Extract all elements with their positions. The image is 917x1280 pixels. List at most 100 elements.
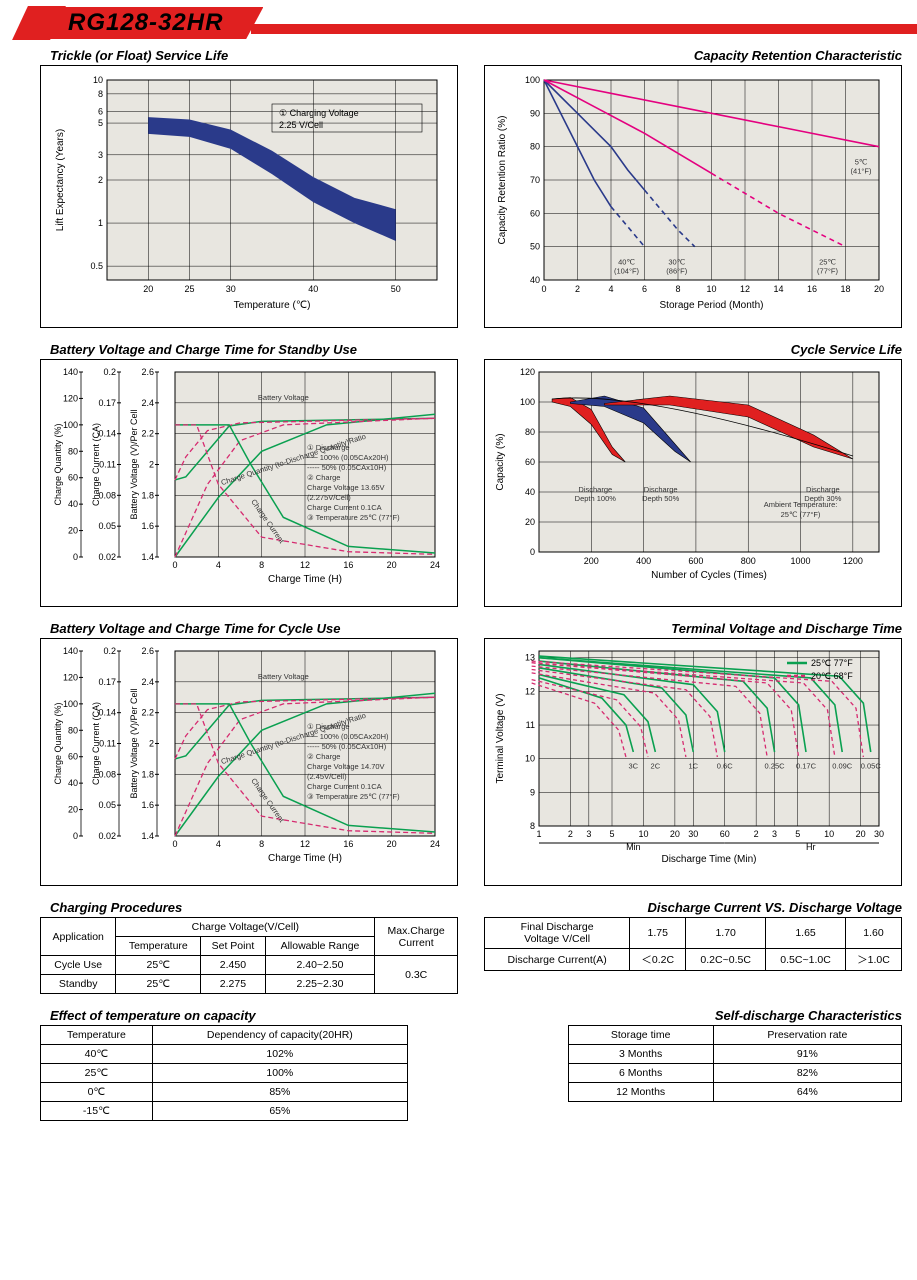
svg-text:30: 30: [688, 829, 698, 839]
svg-text:1.8: 1.8: [141, 490, 154, 500]
svg-text:16: 16: [343, 560, 353, 570]
svg-text:50: 50: [530, 242, 540, 252]
svg-text:40: 40: [525, 487, 535, 497]
svg-text:2.6: 2.6: [141, 646, 154, 656]
svg-text:10: 10: [93, 75, 103, 85]
svg-text:8: 8: [530, 821, 535, 831]
td: 40℃: [41, 1045, 153, 1064]
svg-text:800: 800: [741, 556, 756, 566]
svg-text:Charge Voltage 13.65V: Charge Voltage 13.65V: [307, 483, 385, 492]
th: Preservation rate: [713, 1026, 901, 1045]
svg-text:80: 80: [68, 725, 78, 735]
svg-text:0.14: 0.14: [98, 429, 116, 439]
th-app: Application: [41, 918, 116, 956]
svg-text:Charge Quantity (%): Charge Quantity (%): [53, 423, 63, 505]
header: RG128-32HR: [0, 6, 917, 40]
svg-text:120: 120: [63, 672, 78, 682]
td: Standby: [41, 975, 116, 994]
svg-text:----- 50% (0.05CAx10H): ----- 50% (0.05CAx10H): [307, 742, 387, 751]
cycle-title: Battery Voltage and Charge Time for Cycl…: [50, 621, 458, 636]
temp-title: Effect of temperature on capacity: [50, 1008, 458, 1023]
svg-text:Lift Expectancy (Years): Lift Expectancy (Years): [55, 129, 66, 231]
td: 1.70: [686, 918, 766, 949]
td: 25℃: [116, 956, 201, 975]
td: 25℃: [116, 975, 201, 994]
svg-text:24: 24: [430, 839, 440, 849]
svg-text:Depth 50%: Depth 50%: [642, 494, 679, 503]
svg-text:30℃: 30℃: [668, 258, 685, 267]
cyclelife-chart: 20040060080010001200020406080100120Disch…: [484, 359, 902, 607]
svg-text:8: 8: [98, 89, 103, 99]
svg-text:0: 0: [172, 560, 177, 570]
svg-text:① Discharge: ① Discharge: [307, 722, 350, 731]
svg-text:40: 40: [530, 275, 540, 285]
svg-text:11: 11: [526, 720, 535, 730]
svg-text:40: 40: [68, 778, 78, 788]
svg-text:10: 10: [706, 284, 716, 294]
td: 6 Months: [568, 1064, 713, 1083]
header-bar: [251, 24, 917, 34]
th: Storage time: [568, 1026, 713, 1045]
svg-text:8: 8: [259, 560, 264, 570]
svg-text:40: 40: [308, 284, 318, 294]
svg-text:60: 60: [68, 752, 78, 762]
svg-text:2: 2: [568, 829, 573, 839]
td: 91%: [713, 1045, 901, 1064]
svg-text:70: 70: [530, 175, 540, 185]
svg-text:100: 100: [63, 420, 78, 430]
svg-text:── 100% (0.05CAx20H): ── 100% (0.05CAx20H): [306, 453, 389, 462]
svg-text:0.08: 0.08: [98, 769, 116, 779]
svg-text:25℃: 25℃: [819, 258, 836, 267]
svg-text:③ Temperature 25℃ (77°F): ③ Temperature 25℃ (77°F): [307, 513, 400, 522]
svg-text:0.09C: 0.09C: [832, 762, 853, 771]
svg-text:1: 1: [98, 218, 103, 228]
svg-text:1.8: 1.8: [141, 769, 154, 779]
svg-text:2.25 V/Cell: 2.25 V/Cell: [279, 120, 323, 130]
svg-text:10: 10: [824, 829, 834, 839]
svg-text:16: 16: [343, 839, 353, 849]
svg-text:(77°F): (77°F): [817, 267, 838, 276]
td: 3 Months: [568, 1045, 713, 1064]
td: 0.5C~1.0C: [766, 949, 846, 971]
td: 1.60: [845, 918, 901, 949]
model-number: RG128-32HR: [48, 7, 263, 39]
svg-text:14: 14: [773, 284, 783, 294]
svg-text:0.05: 0.05: [98, 800, 116, 810]
td: 2.40~2.50: [265, 956, 375, 975]
svg-text:Charge Voltage 14.70V: Charge Voltage 14.70V: [307, 762, 385, 771]
svg-text:0.6C: 0.6C: [717, 762, 733, 771]
svg-text:Battery Voltage (V)/Per Cell: Battery Voltage (V)/Per Cell: [129, 688, 139, 798]
svg-text:2: 2: [754, 829, 759, 839]
svg-text:0: 0: [530, 547, 535, 557]
svg-text:Charge Current (CA): Charge Current (CA): [91, 423, 101, 506]
svg-text:4: 4: [216, 839, 221, 849]
svg-text:1.6: 1.6: [141, 521, 154, 531]
td: 65%: [152, 1102, 407, 1121]
cyclelife-title: Cycle Service Life: [494, 342, 902, 357]
svg-text:600: 600: [688, 556, 703, 566]
svg-text:Charge Quantity (%): Charge Quantity (%): [53, 702, 63, 784]
svg-text:Charge Current 0.1CA: Charge Current 0.1CA: [307, 782, 382, 791]
svg-text:1000: 1000: [791, 556, 811, 566]
svg-text:20: 20: [387, 560, 397, 570]
temp-table: TemperatureDependency of capacity(20HR) …: [40, 1025, 408, 1121]
svg-text:Storage Period (Month): Storage Period (Month): [660, 300, 764, 311]
svg-text:0.02: 0.02: [98, 831, 116, 841]
th: Temperature: [41, 1026, 153, 1045]
svg-text:Discharge: Discharge: [806, 485, 840, 494]
svg-text:Temperature (℃): Temperature (℃): [234, 300, 311, 311]
svg-text:0.17: 0.17: [98, 398, 116, 408]
svg-text:Discharge: Discharge: [578, 485, 612, 494]
svg-text:6: 6: [642, 284, 647, 294]
svg-text:0: 0: [541, 284, 546, 294]
standby-title: Battery Voltage and Charge Time for Stan…: [50, 342, 458, 357]
svg-text:25: 25: [184, 284, 194, 294]
th-fdv: Final Discharge Voltage V/Cell: [485, 918, 630, 949]
svg-text:0.11: 0.11: [99, 460, 116, 470]
svg-text:── 100% (0.05CAx20H): ── 100% (0.05CAx20H): [306, 732, 389, 741]
td: 100%: [152, 1064, 407, 1083]
td: 1.75: [630, 918, 686, 949]
retention-chart: 0246810121416182040506070809010040℃(104°…: [484, 65, 902, 328]
charging-title: Charging Procedures: [50, 900, 458, 915]
td: 85%: [152, 1083, 407, 1102]
